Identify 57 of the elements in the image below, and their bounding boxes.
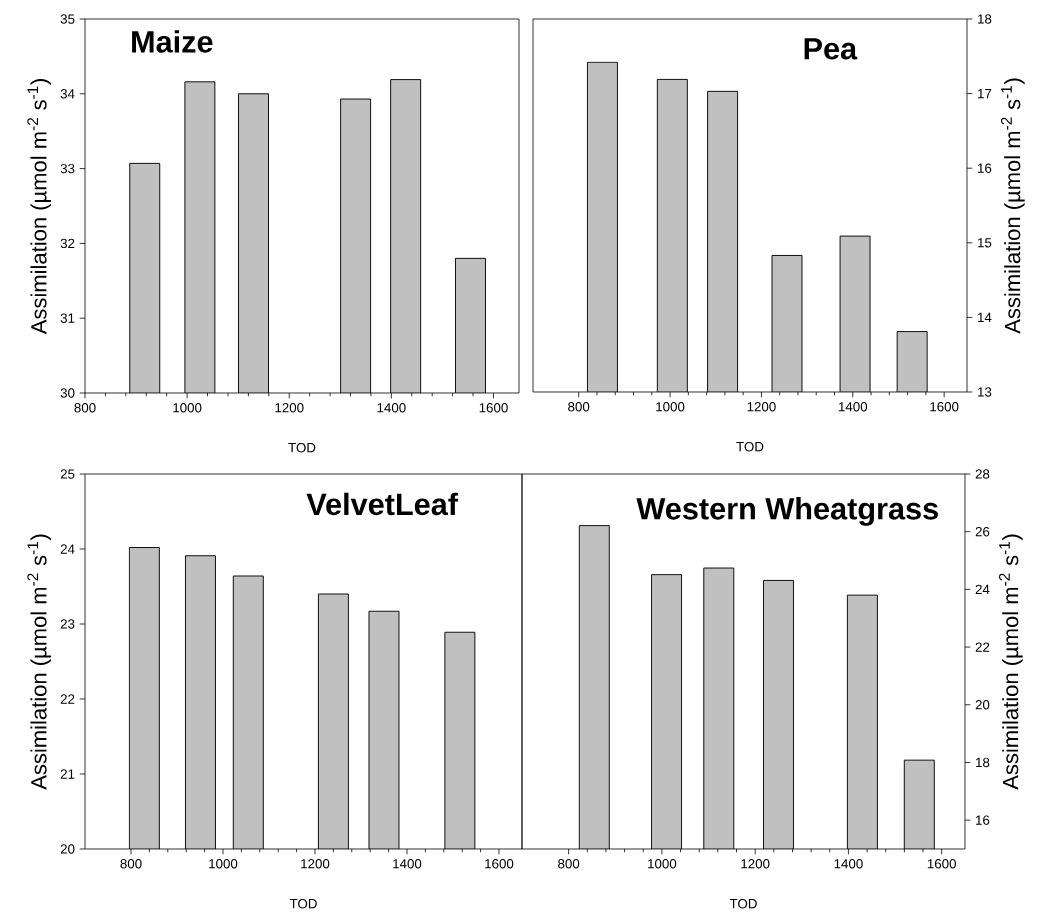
x-tick-label: 1200 [741,859,770,869]
y-tick-label: 23 [60,619,75,629]
y-tick-label: 30 [60,388,75,398]
y-tick-label: 24 [60,544,75,554]
x-tick-label: 1200 [275,403,304,413]
y-tick-label: 21 [60,769,75,779]
x-tick-label: 1400 [393,859,422,869]
y-tick-label: 33 [60,163,75,174]
chart-title: Pea [804,38,858,60]
x-axis-title: TOD [736,441,764,452]
x-tick-label: 800 [120,859,142,869]
x-tick-label: 1200 [747,402,776,412]
x-tick-label: 800 [74,403,96,413]
y-tick-label: 18 [976,757,990,768]
y-tick-label: 24 [975,584,990,595]
x-tick-label: 1000 [656,402,685,412]
y-axis-title: Assimilation (µmol m$^{-2}$ s$^{-1}$) [27,79,51,335]
y-tick-label: 35 [60,14,75,24]
x-tick-label: 1000 [209,859,238,869]
y-tick-label: 22 [60,694,75,704]
x-tick-label: 1400 [377,403,406,413]
y-tick-label: 20 [60,844,75,854]
x-tick-label: 800 [558,859,580,869]
y-tick-label: 16 [976,815,990,825]
y-tick-label: 34 [60,89,75,99]
x-tick-label: 1000 [173,403,202,413]
y-tick-label: 26 [975,526,990,537]
x-axis-title: TOD [288,442,316,453]
y-tick-label: 17 [978,89,992,99]
x-tick-label: 1200 [301,859,330,869]
x-tick-label: 1600 [479,403,508,413]
y-tick-label: 31 [60,313,75,323]
x-tick-label: 800 [568,402,590,412]
y-axis-title: Assimilation (µmol m$^{-2}$ s$^{-1}$) [1001,78,1025,334]
y-tick-label: 25 [60,469,75,479]
y-axis-title: Assimilation (µmol m$^{-2}$ s$^{-1}$) [27,534,51,790]
x-tick-label: 1600 [927,859,956,869]
x-tick-label: 1400 [838,402,868,412]
y-tick-label: 14 [978,312,992,322]
text: Western Wheatgrass [636,497,938,526]
y-tick-label: 16 [978,163,992,173]
y-axis-title: Assimilation (µmol m$^{-2}$ s$^{-1}$) [999,534,1023,790]
chart-title: Maize [132,30,213,53]
x-tick-label: 1000 [648,859,677,869]
x-tick-label: 1600 [930,402,959,412]
y-tick-label: 13 [978,387,992,397]
y-tick-label: 28 [975,469,990,479]
x-axis-title: TOD [729,898,757,909]
chart-title: VelvetLeaf [306,492,459,516]
x-axis-title: TOD [289,898,317,909]
x-tick-label: 1600 [485,859,514,869]
y-tick-label: 20 [975,700,990,710]
y-tick-label: 15 [978,238,992,248]
y-tick-label: 22 [975,642,990,652]
x-tick-label: 1400 [834,859,863,869]
y-tick-label: 32 [60,238,75,249]
y-tick-label: 18 [978,14,992,24]
